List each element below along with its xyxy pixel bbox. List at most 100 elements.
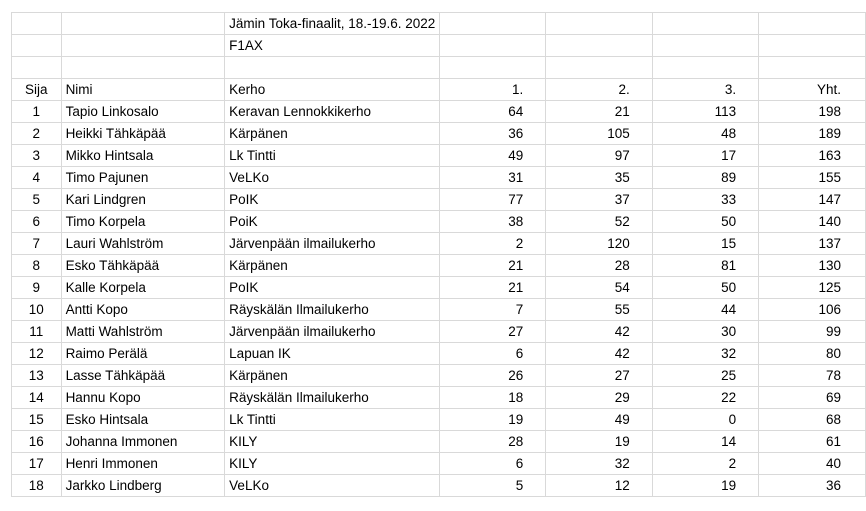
cell[interactable]: [651, 12, 760, 35]
cell-kerho[interactable]: VeLKo: [224, 166, 441, 189]
cell-total[interactable]: 125: [758, 276, 866, 299]
cell-sija[interactable]: 17: [11, 452, 62, 475]
cell-nimi[interactable]: Kari Lindgren: [60, 188, 226, 211]
cell-nimi[interactable]: Hannu Kopo: [60, 386, 226, 409]
cell-round-3[interactable]: 33: [651, 188, 760, 211]
cell-total[interactable]: 130: [758, 254, 866, 277]
cell-sija[interactable]: 18: [11, 474, 62, 497]
sheet-title[interactable]: Jämin Toka-finaalit, 18.-19.6. 2022: [224, 12, 441, 35]
cell-kerho[interactable]: VeLKo: [224, 474, 441, 497]
cell-round-3[interactable]: 89: [651, 166, 760, 189]
cell[interactable]: [545, 34, 653, 57]
cell-total[interactable]: 78: [758, 364, 866, 387]
cell-kerho[interactable]: Lk Tintti: [224, 408, 441, 431]
cell-nimi[interactable]: Mikko Hintsala: [60, 144, 226, 167]
cell-round-2[interactable]: 55: [545, 298, 653, 321]
cell[interactable]: [651, 34, 760, 57]
cell-kerho[interactable]: Kärpänen: [224, 122, 441, 145]
class-label[interactable]: F1AX: [224, 34, 441, 57]
header-round-2[interactable]: 2.: [545, 78, 653, 101]
cell-sija[interactable]: 15: [11, 408, 62, 431]
cell-round-3[interactable]: 50: [651, 210, 760, 233]
cell-sija[interactable]: 12: [11, 342, 62, 365]
cell-nimi[interactable]: Johanna Immonen: [60, 430, 226, 453]
cell-nimi[interactable]: Esko Tähkäpää: [60, 254, 226, 277]
cell-sija[interactable]: 3: [11, 144, 62, 167]
cell-total[interactable]: 163: [758, 144, 866, 167]
cell-sija[interactable]: 2: [11, 122, 62, 145]
cell-round-1[interactable]: 6: [439, 342, 547, 365]
cell-sija[interactable]: 11: [11, 320, 62, 343]
cell-kerho[interactable]: PoiK: [224, 210, 441, 233]
cell-round-2[interactable]: 29: [545, 386, 653, 409]
cell-nimi[interactable]: Timo Pajunen: [60, 166, 226, 189]
cell-kerho[interactable]: Räyskälän Ilmailukerho: [224, 386, 441, 409]
cell-round-3[interactable]: 22: [651, 386, 760, 409]
cell-round-3[interactable]: 17: [651, 144, 760, 167]
cell[interactable]: [11, 34, 62, 57]
cell-sija[interactable]: 13: [11, 364, 62, 387]
cell-round-2[interactable]: 49: [545, 408, 653, 431]
cell-round-3[interactable]: 25: [651, 364, 760, 387]
cell-round-3[interactable]: 14: [651, 430, 760, 453]
cell-nimi[interactable]: Lauri Wahlström: [60, 232, 226, 255]
cell-round-2[interactable]: 32: [545, 452, 653, 475]
cell-round-2[interactable]: 19: [545, 430, 653, 453]
cell[interactable]: [545, 56, 653, 79]
cell-round-2[interactable]: 37: [545, 188, 653, 211]
cell-total[interactable]: 140: [758, 210, 866, 233]
cell-total[interactable]: 61: [758, 430, 866, 453]
cell-round-3[interactable]: 81: [651, 254, 760, 277]
cell-kerho[interactable]: Räyskälän Ilmailukerho: [224, 298, 441, 321]
header-round-1[interactable]: 1.: [439, 78, 547, 101]
cell-sija[interactable]: 7: [11, 232, 62, 255]
cell-sija[interactable]: 1: [11, 100, 62, 123]
cell-total[interactable]: 155: [758, 166, 866, 189]
cell[interactable]: [439, 34, 547, 57]
cell-round-1[interactable]: 18: [439, 386, 547, 409]
cell-total[interactable]: 99: [758, 320, 866, 343]
cell-round-2[interactable]: 42: [545, 342, 653, 365]
cell[interactable]: [439, 12, 547, 35]
cell-round-2[interactable]: 35: [545, 166, 653, 189]
cell-kerho[interactable]: PoIK: [224, 276, 441, 299]
cell-round-1[interactable]: 21: [439, 276, 547, 299]
cell-kerho[interactable]: Lk Tintti: [224, 144, 441, 167]
cell-total[interactable]: 198: [758, 100, 866, 123]
cell-nimi[interactable]: Esko Hintsala: [60, 408, 226, 431]
header-total[interactable]: Yht.: [758, 78, 866, 101]
cell-round-1[interactable]: 77: [439, 188, 547, 211]
cell-round-1[interactable]: 27: [439, 320, 547, 343]
cell-kerho[interactable]: Lapuan IK: [224, 342, 441, 365]
cell-round-2[interactable]: 28: [545, 254, 653, 277]
cell-round-3[interactable]: 50: [651, 276, 760, 299]
cell-sija[interactable]: 10: [11, 298, 62, 321]
cell-round-3[interactable]: 15: [651, 232, 760, 255]
cell-round-2[interactable]: 27: [545, 364, 653, 387]
cell-total[interactable]: 137: [758, 232, 866, 255]
cell-round-3[interactable]: 2: [651, 452, 760, 475]
cell-round-1[interactable]: 64: [439, 100, 547, 123]
cell-round-2[interactable]: 12: [545, 474, 653, 497]
cell-round-3[interactable]: 32: [651, 342, 760, 365]
cell-sija[interactable]: 9: [11, 276, 62, 299]
cell-nimi[interactable]: Antti Kopo: [60, 298, 226, 321]
cell[interactable]: [758, 34, 866, 57]
cell-round-1[interactable]: 6: [439, 452, 547, 475]
cell-total[interactable]: 147: [758, 188, 866, 211]
cell-round-1[interactable]: 7: [439, 298, 547, 321]
cell-round-1[interactable]: 49: [439, 144, 547, 167]
cell-round-3[interactable]: 48: [651, 122, 760, 145]
cell-total[interactable]: 36: [758, 474, 866, 497]
cell-round-1[interactable]: 38: [439, 210, 547, 233]
cell[interactable]: [60, 56, 226, 79]
cell[interactable]: [439, 56, 547, 79]
cell-nimi[interactable]: Kalle Korpela: [60, 276, 226, 299]
cell-round-3[interactable]: 113: [651, 100, 760, 123]
cell-nimi[interactable]: Lasse Tähkäpää: [60, 364, 226, 387]
header-kerho[interactable]: Kerho: [224, 78, 441, 101]
cell-round-2[interactable]: 120: [545, 232, 653, 255]
cell-kerho[interactable]: Kärpänen: [224, 254, 441, 277]
cell-round-3[interactable]: 19: [651, 474, 760, 497]
cell-nimi[interactable]: Raimo Perälä: [60, 342, 226, 365]
